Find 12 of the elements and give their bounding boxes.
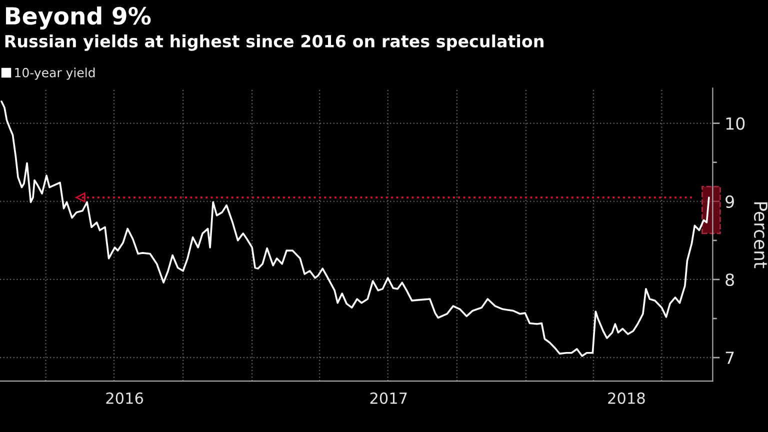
y-axis-title: Percent xyxy=(754,202,768,268)
x-tick-label: 2018 xyxy=(608,392,645,404)
x-tick-label: 2017 xyxy=(370,392,407,404)
y-tick-label: 10 xyxy=(726,117,745,130)
chart-subtitle: Russian yields at highest since 2016 on rates speculation xyxy=(5,34,544,51)
line-series xyxy=(0,100,710,357)
y-tick-label: 9 xyxy=(726,195,734,208)
x-tick-label: 2016 xyxy=(106,392,144,404)
y-tick-label: 7 xyxy=(726,352,734,364)
chart-title: Beyond 9% xyxy=(6,6,151,30)
y-tick-label: 8 xyxy=(726,273,734,286)
legend-label: 10-year yield xyxy=(15,68,95,80)
